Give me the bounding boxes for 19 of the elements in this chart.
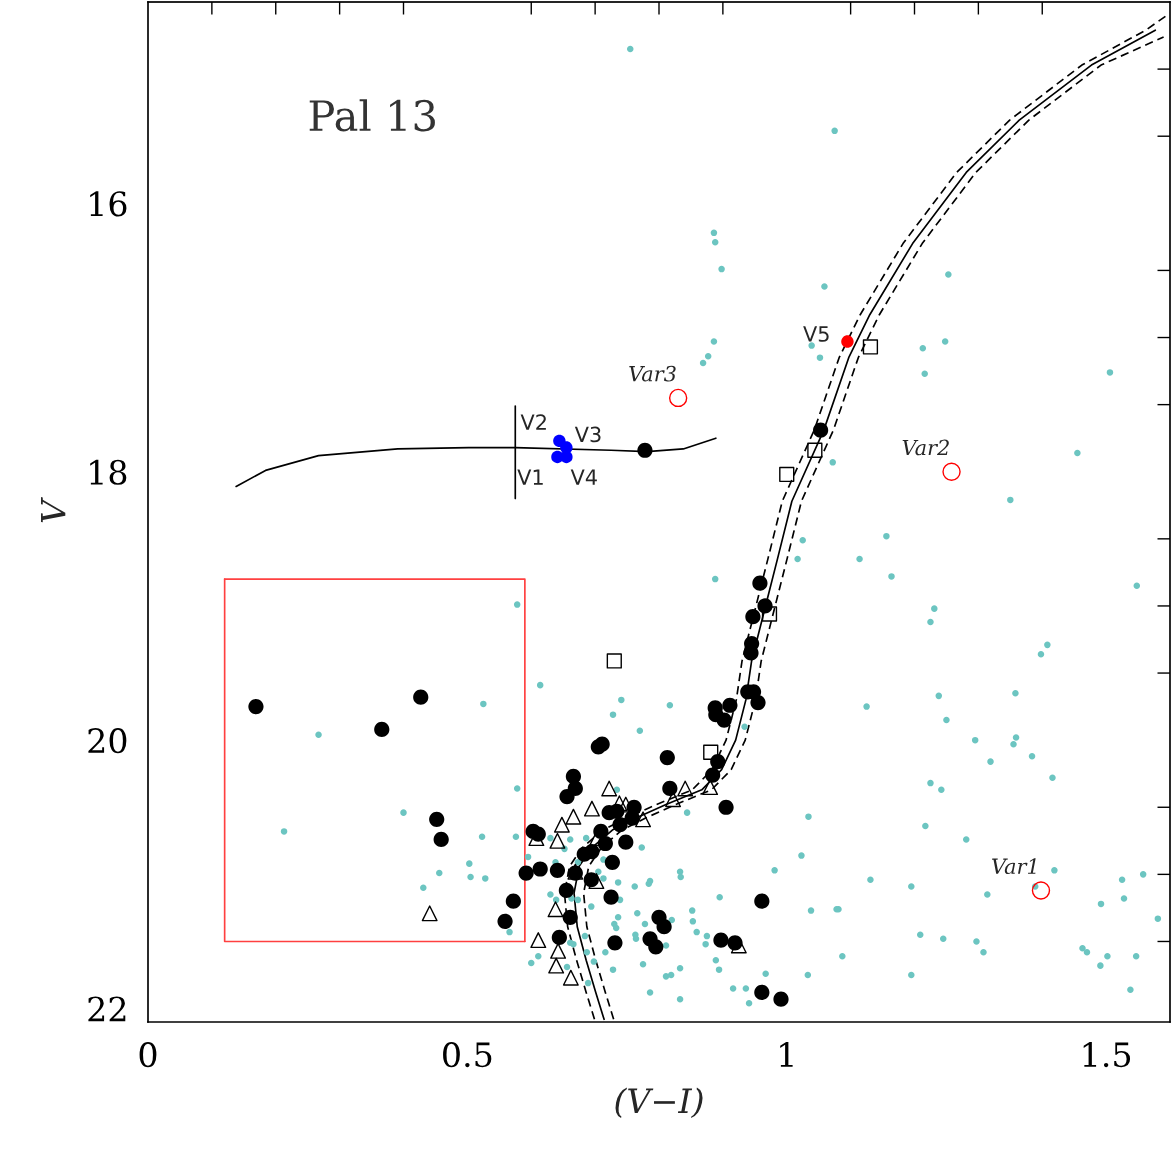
annotation: V5 bbox=[803, 326, 829, 342]
y-tick-label: 16 bbox=[90, 191, 127, 217]
y-tick-label: 18 bbox=[90, 459, 127, 485]
annotation: V2 bbox=[520, 414, 546, 430]
annotation: V4 bbox=[570, 469, 597, 485]
annotation: Pal 13 bbox=[309, 99, 435, 132]
x-tick-label: 0.5 bbox=[443, 1042, 492, 1068]
x-axis-title: (V−I) bbox=[615, 1087, 703, 1119]
x-tick-label: 1.5 bbox=[1083, 1042, 1131, 1068]
annotation: V1 bbox=[517, 469, 543, 485]
y-tick-label: 20 bbox=[88, 728, 127, 754]
annotation: V3 bbox=[574, 426, 601, 443]
annotation: Var1 bbox=[992, 858, 1036, 875]
annotation: Var3 bbox=[629, 365, 676, 382]
annotation: Var2 bbox=[902, 439, 949, 456]
x-tick-label: 1 bbox=[780, 1042, 793, 1067]
y-axis-title: V bbox=[41, 497, 66, 523]
y-tick-label: 22 bbox=[88, 996, 126, 1022]
x-tick-label: 0 bbox=[139, 1042, 157, 1068]
